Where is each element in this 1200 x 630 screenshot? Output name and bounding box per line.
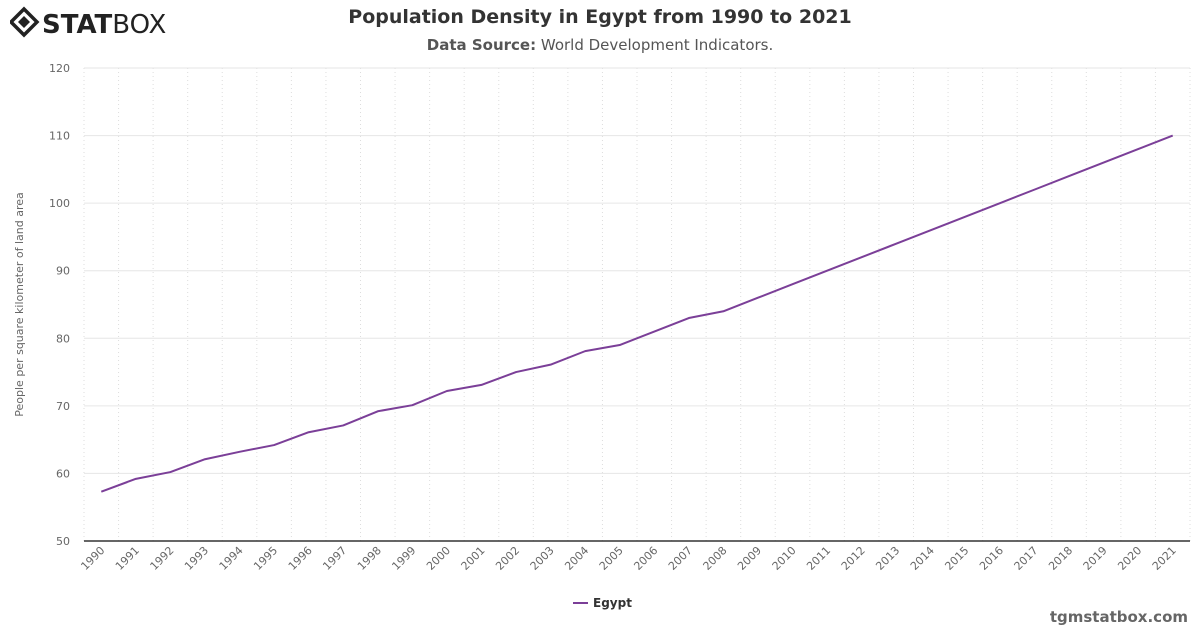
x-tick-label: 1997 bbox=[320, 544, 349, 573]
x-tick-label: 2020 bbox=[1115, 544, 1144, 573]
chart-title: Population Density in Egypt from 1990 to… bbox=[348, 6, 852, 28]
x-tick-label: 2015 bbox=[942, 544, 971, 573]
y-tick-label: 120 bbox=[49, 62, 70, 75]
y-tick-label: 60 bbox=[56, 467, 70, 480]
y-axis-label: People per square kilometer of land area bbox=[13, 192, 26, 416]
x-tick-label: 1999 bbox=[389, 544, 418, 573]
logo-text: STATBOX bbox=[42, 10, 166, 38]
x-tick-label: 2000 bbox=[424, 544, 453, 573]
x-tick-label: 2011 bbox=[804, 544, 833, 573]
x-tick-label: 1994 bbox=[217, 544, 246, 573]
x-tick-label: 1992 bbox=[148, 544, 177, 573]
x-tick-label: 2002 bbox=[493, 544, 522, 573]
x-tick-label: 2005 bbox=[597, 544, 626, 573]
x-tick-label: 1998 bbox=[355, 544, 384, 573]
x-tick-label: 1991 bbox=[113, 544, 142, 573]
x-tick-label: 2008 bbox=[701, 544, 730, 573]
watermark: tgmstatbox.com bbox=[1049, 608, 1188, 626]
x-tick-label: 2003 bbox=[528, 544, 557, 573]
y-tick-label: 100 bbox=[49, 197, 70, 210]
x-tick-label: 2019 bbox=[1081, 544, 1110, 573]
x-tick-label: 2010 bbox=[770, 544, 799, 573]
x-tick-label: 2006 bbox=[631, 544, 660, 573]
series-line-egypt bbox=[100, 134, 1174, 493]
statbox-logo: STATBOX bbox=[8, 6, 180, 42]
chart-subtitle: Data Source: World Development Indicator… bbox=[0, 36, 1200, 54]
legend-item-egypt: Egypt bbox=[593, 596, 632, 610]
source-value: World Development Indicators. bbox=[540, 36, 774, 54]
y-tick-label: 70 bbox=[56, 400, 70, 413]
y-tick-label: 50 bbox=[56, 535, 70, 548]
y-tick-label: 90 bbox=[56, 265, 70, 278]
source-label: Data Source: bbox=[426, 36, 537, 54]
x-tick-label: 2001 bbox=[459, 544, 488, 573]
x-tick-label: 2021 bbox=[1150, 544, 1179, 573]
x-tick-label: 2009 bbox=[735, 544, 764, 573]
y-tick-label: 110 bbox=[49, 130, 70, 143]
x-tick-label: 2016 bbox=[977, 544, 1006, 573]
x-tick-label: 2004 bbox=[562, 544, 591, 573]
x-tick-label: 2013 bbox=[873, 544, 902, 573]
x-tick-label: 1993 bbox=[182, 544, 211, 573]
y-tick-label: 80 bbox=[56, 332, 70, 345]
x-tick-label: 1990 bbox=[78, 544, 107, 573]
x-tick-label: 1996 bbox=[286, 544, 315, 573]
x-tick-label: 1995 bbox=[251, 544, 280, 573]
x-tick-label: 2012 bbox=[839, 544, 868, 573]
x-tick-label: 2007 bbox=[666, 544, 695, 573]
x-tick-label: 2018 bbox=[1046, 544, 1075, 573]
x-tick-label: 2014 bbox=[908, 544, 937, 573]
x-tick-label: 2017 bbox=[1012, 544, 1041, 573]
